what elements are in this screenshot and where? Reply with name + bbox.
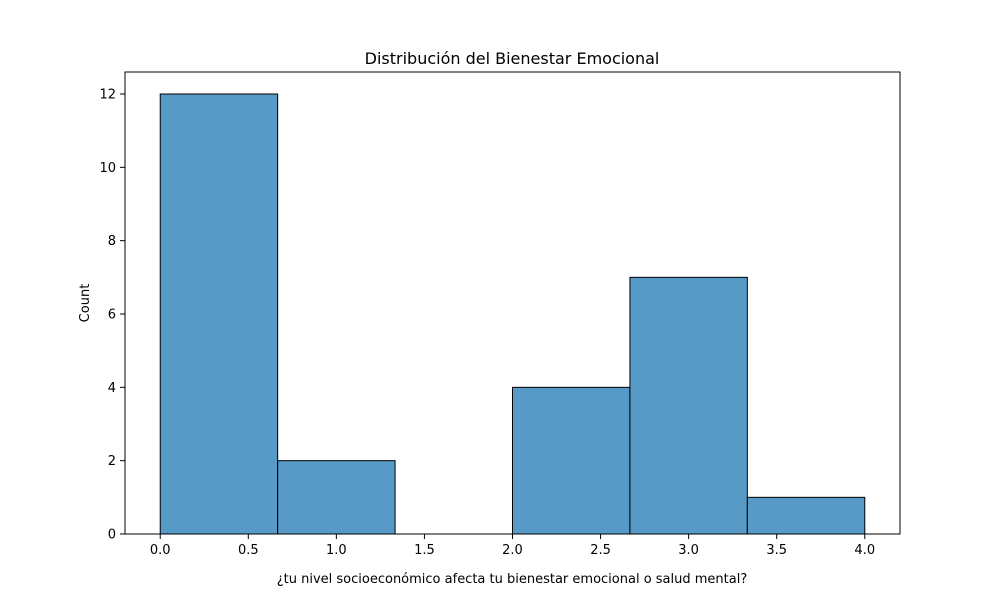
x-tick-label: 4.0 — [854, 543, 875, 558]
x-tick-label: 1.5 — [414, 543, 435, 558]
histogram-bar-3 — [512, 386, 631, 535]
y-tick-label: 8 — [108, 234, 116, 249]
chart-title: Distribución del Bienestar Emocional — [365, 49, 660, 68]
x-tick-label: 3.0 — [678, 543, 699, 558]
bars-group — [159, 93, 866, 535]
y-axis-label: Count — [78, 284, 93, 323]
y-axis: 0 2 4 6 8 10 12 — [99, 88, 125, 543]
x-tick-label: 0.0 — [150, 543, 171, 558]
y-tick-label: 4 — [108, 381, 116, 396]
histogram-bar-5 — [746, 496, 866, 535]
y-tick-label: 12 — [99, 88, 116, 103]
histogram-bar-4 — [629, 276, 748, 535]
histogram-bar-0 — [159, 93, 279, 535]
x-tick-label: 0.5 — [238, 543, 259, 558]
x-axis-label: ¿tu nivel socioeconómico afecta tu biene… — [277, 572, 747, 587]
y-tick-label: 10 — [99, 161, 116, 176]
y-tick-label: 6 — [108, 308, 116, 323]
x-tick-label: 2.0 — [502, 543, 523, 558]
y-tick-label: 2 — [108, 454, 116, 469]
x-tick-label: 3.5 — [766, 543, 787, 558]
y-tick-label: 0 — [108, 528, 116, 543]
x-tick-label: 2.5 — [590, 543, 611, 558]
x-tick-label: 1.0 — [326, 543, 347, 558]
x-axis: 0.0 0.5 1.0 1.5 2.0 2.5 3.0 3.5 4.0 — [150, 534, 875, 558]
histogram-bar-1 — [277, 460, 396, 535]
